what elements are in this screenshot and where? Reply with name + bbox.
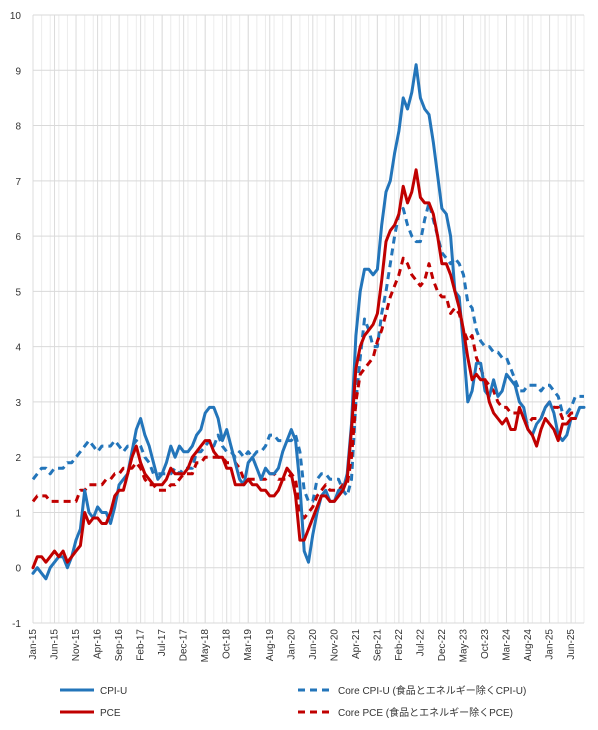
x-tick-label: Jun-15: [50, 629, 61, 660]
x-tick-label: Jul-17: [157, 629, 168, 657]
x-tick-label: Apr-21: [351, 629, 362, 659]
x-tick-label: Jan-25: [545, 629, 556, 660]
x-tick-label: Apr-16: [93, 629, 104, 659]
x-tick-label: Oct-18: [222, 629, 233, 659]
y-axis-tick-labels: -1 0 1 2 3 4 5 6 7 8 9 10: [10, 11, 22, 630]
y-tick-label: 8: [15, 122, 21, 133]
x-tick-label: Feb-17: [136, 629, 147, 661]
series-line-pce: [31, 168, 577, 570]
y-tick-label: 2: [15, 453, 21, 464]
x-tick-label: Dec-17: [179, 629, 190, 662]
x-tick-label: Aug-19: [265, 629, 276, 662]
legend: CPI-U Core CPI-U (食品とエネルギー除くCPI-U) PCE Core…: [60, 684, 526, 719]
x-tick-label: Sep-16: [114, 629, 125, 662]
legend-label: CPI-U: [100, 686, 127, 697]
x-tick-label: Feb-22: [394, 629, 405, 661]
vertical-gridlines: [32, 15, 585, 623]
legend-label: Core CPI-U (食品とエネルギー除くCPI-U): [338, 684, 526, 697]
x-tick-label: Oct-23: [480, 629, 491, 659]
horizontal-gridlines: [33, 14, 584, 624]
x-tick-label: Jul-22: [415, 629, 426, 657]
x-tick-label: Mar-19: [243, 629, 254, 661]
x-tick-label: Mar-24: [502, 629, 513, 661]
y-tick-label: -1: [12, 619, 21, 630]
y-tick-label: 4: [15, 343, 21, 354]
x-tick-label: May-23: [458, 629, 469, 663]
y-tick-label: 10: [10, 11, 22, 22]
series-lines: [31, 63, 586, 581]
y-tick-label: 5: [15, 287, 21, 298]
x-tick-label: Jan-15: [28, 629, 39, 660]
series-line-cpi-u: [31, 63, 586, 581]
y-tick-label: 6: [15, 232, 21, 243]
legend-label: Core PCE (食品とエネルギー除くPCE): [338, 706, 513, 719]
legend-label: PCE: [100, 708, 121, 719]
x-tick-label: May-18: [200, 629, 211, 663]
x-tick-label: Aug-24: [523, 629, 534, 662]
x-tick-label: Jun-20: [308, 629, 319, 660]
x-tick-label: Nov-20: [329, 629, 340, 662]
x-tick-label: Jan-20: [286, 629, 297, 660]
y-tick-label: 1: [15, 508, 21, 519]
y-tick-label: 9: [15, 66, 21, 77]
series-line-core-cpi-u: [31, 201, 584, 503]
x-tick-label: Jun-25: [566, 629, 577, 660]
x-tick-label: Dec-22: [437, 629, 448, 662]
x-tick-label: Nov-15: [71, 629, 82, 662]
y-tick-label: 0: [15, 564, 21, 575]
x-axis-tick-labels: Jan-15 Jun-15 Nov-15 Apr-16 Sep-16 Feb-17 Jul-…: [28, 629, 577, 663]
y-tick-label: 7: [15, 177, 21, 188]
y-tick-label: 3: [15, 398, 21, 409]
x-tick-label: Sep-21: [372, 629, 383, 662]
